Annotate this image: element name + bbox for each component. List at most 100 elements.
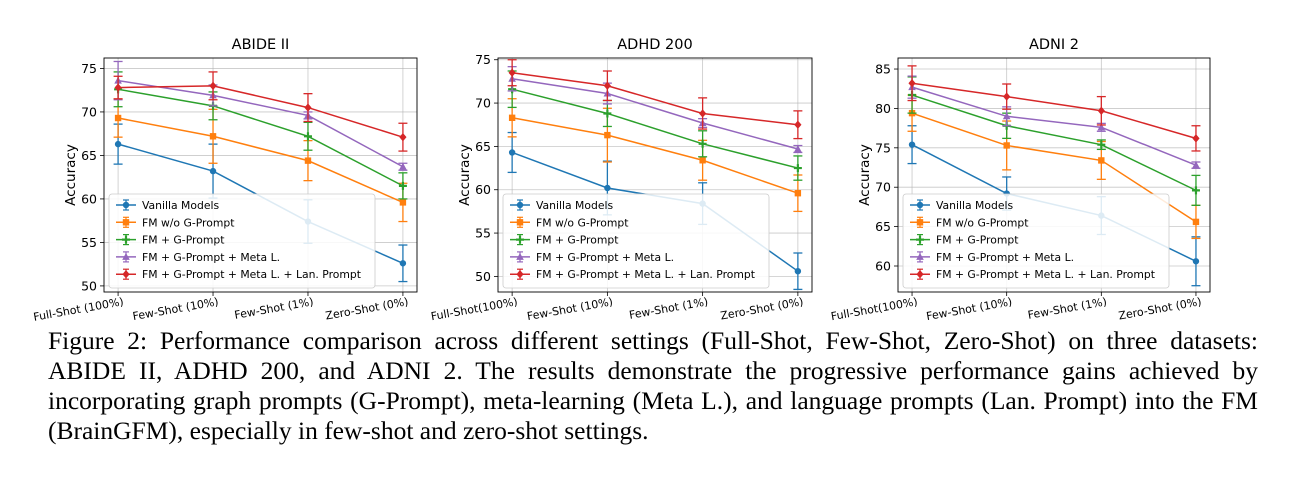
data-point (399, 260, 407, 267)
data-point (1003, 92, 1011, 101)
y-tick-label: 75 (875, 140, 891, 155)
x-tick-label: Few-Shot (10%) (132, 295, 220, 323)
data-point (604, 131, 611, 139)
legend-marker (516, 252, 524, 260)
data-point (1192, 134, 1200, 143)
y-tick-label: 50 (475, 269, 491, 284)
series-line (911, 86, 1197, 166)
y-tick-label: 60 (875, 259, 891, 274)
legend-marker (916, 235, 924, 244)
data-point (1192, 161, 1200, 169)
legend-marker (916, 252, 924, 260)
legend-marker (122, 252, 130, 260)
data-point (114, 114, 122, 122)
legend-label: Vanilla Models (142, 199, 219, 212)
figure-caption: Figure 2: Performance comparison across … (48, 326, 1258, 445)
legend-label: FM + G-Prompt + Meta L. (936, 251, 1074, 264)
data-point (699, 157, 706, 164)
data-point (1097, 123, 1106, 131)
legend-marker (122, 219, 130, 226)
y-tick-label: 60 (81, 191, 97, 206)
legend-label: FM + G-Prompt + Meta L. (142, 251, 280, 264)
y-tick-label: 55 (475, 226, 491, 241)
series-2 (507, 98, 803, 213)
y-tick-label: 75 (81, 61, 97, 76)
chart-title: ADNI 2 (1029, 37, 1079, 53)
data-point (1002, 112, 1011, 120)
legend-box (502, 193, 770, 289)
data-point (304, 157, 312, 164)
series-4 (907, 75, 1201, 169)
legend-marker (516, 270, 524, 279)
legend-label: FM + G-Prompt + Meta L. (536, 251, 674, 264)
data-point (114, 140, 122, 148)
data-point (1003, 142, 1010, 149)
legend: Vanilla Models FM w/o G-Prompt FM + G-Prom… (902, 193, 1170, 289)
legend-label: FM + G-Prompt (142, 234, 224, 247)
y-tick-label: 55 (81, 235, 97, 250)
data-point (1097, 106, 1105, 115)
legend-marker (516, 235, 524, 244)
y-tick-label: 80 (875, 101, 891, 116)
series-3 (907, 76, 1201, 206)
chart-title: ABIDE II (232, 37, 290, 53)
series-4 (113, 60, 408, 171)
series-3 (507, 70, 803, 181)
x-tick-label: Few-Shot (1%) (628, 295, 709, 322)
y-tick-label: 70 (875, 180, 891, 195)
y-tick-label: 65 (875, 219, 891, 234)
y-axis-label: Accuracy (457, 144, 473, 206)
series-line (511, 117, 799, 194)
series-line (512, 78, 799, 150)
y-tick-label: 50 (81, 278, 97, 293)
series-5 (113, 71, 408, 152)
data-point (209, 133, 217, 140)
data-point (508, 114, 516, 121)
plot-frame (897, 57, 1211, 293)
legend: Vanilla Models FM w/o G-Prompt FM + G-Prom… (108, 193, 376, 289)
y-tick-label: 70 (81, 104, 97, 119)
series-line (911, 94, 1197, 192)
y-axis-label: Accuracy (857, 144, 873, 206)
legend-label: Vanilla Models (936, 199, 1013, 212)
y-tick-label: 70 (475, 96, 491, 111)
legend-label: FM + G-Prompt (936, 234, 1018, 247)
data-point (209, 167, 217, 175)
data-point (794, 268, 802, 275)
data-point (603, 109, 612, 118)
data-point (304, 103, 312, 112)
series-3 (113, 71, 408, 200)
series-line (117, 117, 404, 204)
legend-label: Vanilla Models (536, 199, 613, 212)
x-tick-label: Few-Shot (10%) (925, 295, 1013, 323)
series-line (118, 85, 404, 138)
data-point (1097, 140, 1106, 149)
legend-marker (916, 219, 924, 226)
x-tick-label: Few-Shot (10%) (526, 295, 614, 323)
x-tick-label: Few-Shot (1%) (233, 295, 314, 322)
data-point (399, 132, 407, 142)
legend-label: FM + G-Prompt + Meta L. + Lan. Prompt (936, 268, 1155, 281)
y-tick-label: 65 (81, 148, 97, 163)
y-axis-label: Accuracy (63, 144, 79, 206)
x-tick-label: Full-Shot (100%) (32, 295, 124, 324)
legend-label: FM + G-Prompt + Meta L. + Lan. Prompt (142, 268, 361, 281)
plot-frame (103, 57, 418, 293)
x-tick-label: Few-Shot (1%) (1027, 295, 1108, 322)
legend-marker (122, 270, 130, 279)
legend-box (902, 193, 1170, 289)
legend-marker (122, 235, 130, 244)
data-point (794, 190, 802, 197)
legend-marker (122, 201, 130, 209)
legend-box (108, 193, 376, 289)
y-tick-label: 75 (475, 52, 491, 67)
figure: ABIDE II 50 55 60 65 70 75 Full-Shot (100%) Few-… (32, 37, 1211, 324)
data-point (508, 149, 516, 156)
x-tick-label: Zero-Shot (0%) (719, 295, 804, 322)
legend-marker (916, 270, 924, 279)
chart-1: ABIDE II 50 55 60 65 70 75 Full-Shot (100%) Few-… (32, 37, 418, 324)
x-tick-label: Zero-Shot (0%) (1117, 295, 1202, 322)
series-line (911, 82, 1197, 140)
